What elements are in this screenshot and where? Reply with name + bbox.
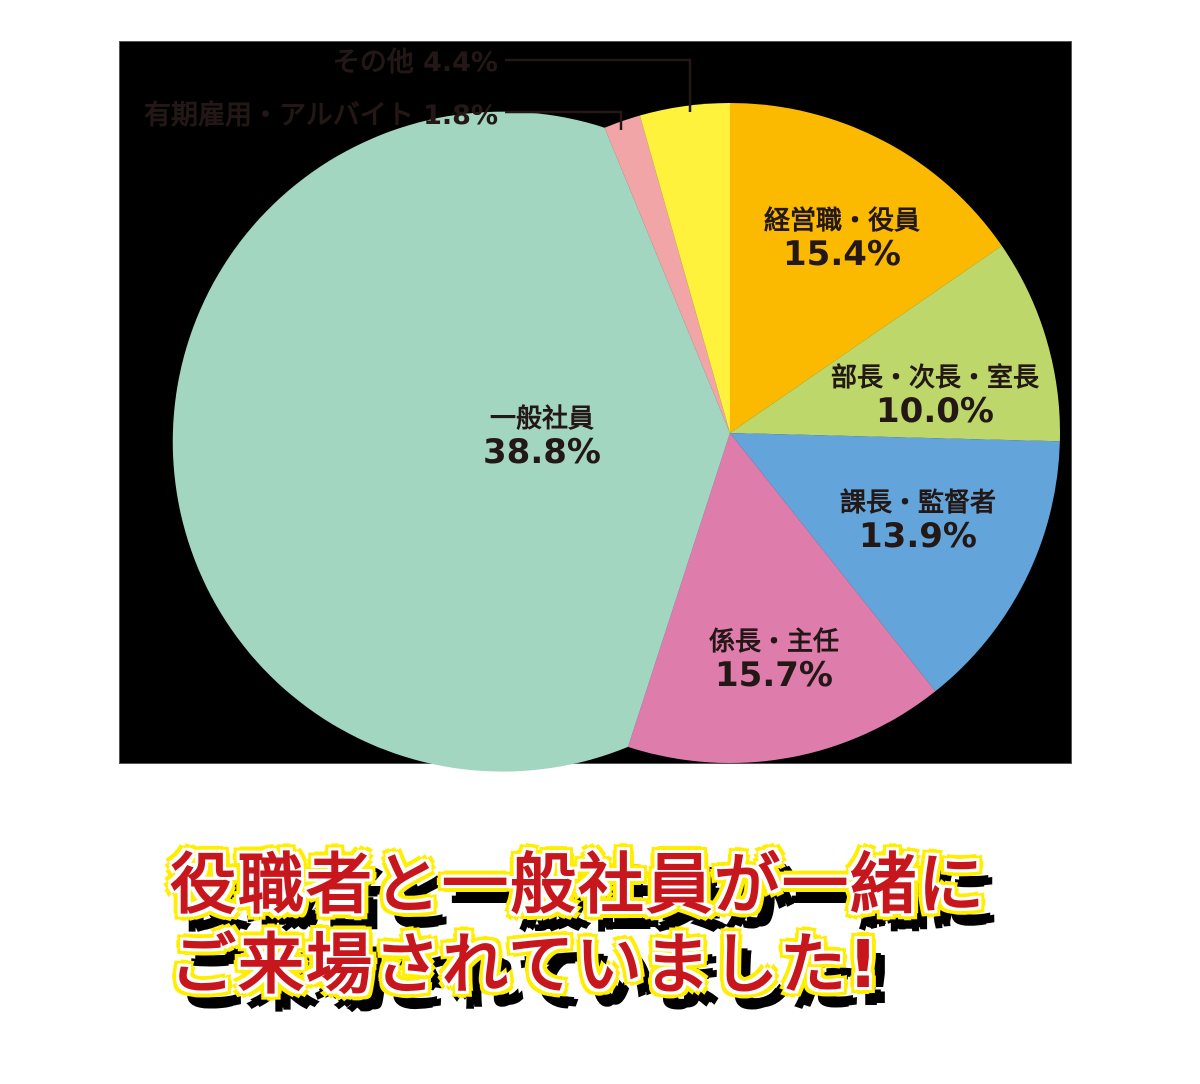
headline-line-1: 役職者と一般社員が一緒に [170, 846, 986, 923]
slice-other [639, 102, 730, 434]
label-value: 13.9% [859, 515, 977, 556]
slice-executive [730, 103, 1002, 433]
label-value: 15.4% [783, 233, 901, 274]
callout-line-other [505, 58, 692, 112]
callout-temporary: 有期雇用・アルバイト 1.8% [143, 100, 498, 131]
callout-other: その他 4.4% [332, 47, 498, 78]
label-section-manager: 課長・監督者 13.9% [840, 489, 996, 555]
label-dept-manager: 部長・次長・室長 10.0% [831, 364, 1039, 430]
label-name: 部長・次長・室長 [830, 363, 1040, 393]
label-name: 一般社員 [489, 404, 594, 434]
label-general-staff: 一般社員 38.8% [483, 405, 601, 471]
pie-slices [172, 102, 1061, 772]
label-name: 係長・主任 [708, 627, 840, 657]
slice-chief [628, 433, 936, 764]
slice-general-staff [172, 111, 730, 772]
label-value: 15.7% [715, 654, 833, 695]
callout-lines [505, 58, 692, 130]
slice-temporary [604, 115, 730, 433]
label-chief: 係長・主任 15.7% [709, 628, 839, 694]
label-value: 10.0% [876, 390, 994, 431]
callout-line-temp [505, 110, 623, 130]
label-name: 課長・監督者 [839, 488, 997, 518]
label-value: 38.8% [483, 431, 601, 472]
headline: 役職者と一般社員が一緒に ご来場されていました! [170, 845, 1030, 1005]
slice-dept-manager [730, 245, 1061, 442]
slice-section-manager [730, 433, 1060, 692]
headline-line-2: ご来場されていました! [170, 926, 881, 1003]
label-executive: 経営職・役員 15.4% [764, 207, 920, 273]
label-name: 経営職・役員 [763, 206, 921, 236]
